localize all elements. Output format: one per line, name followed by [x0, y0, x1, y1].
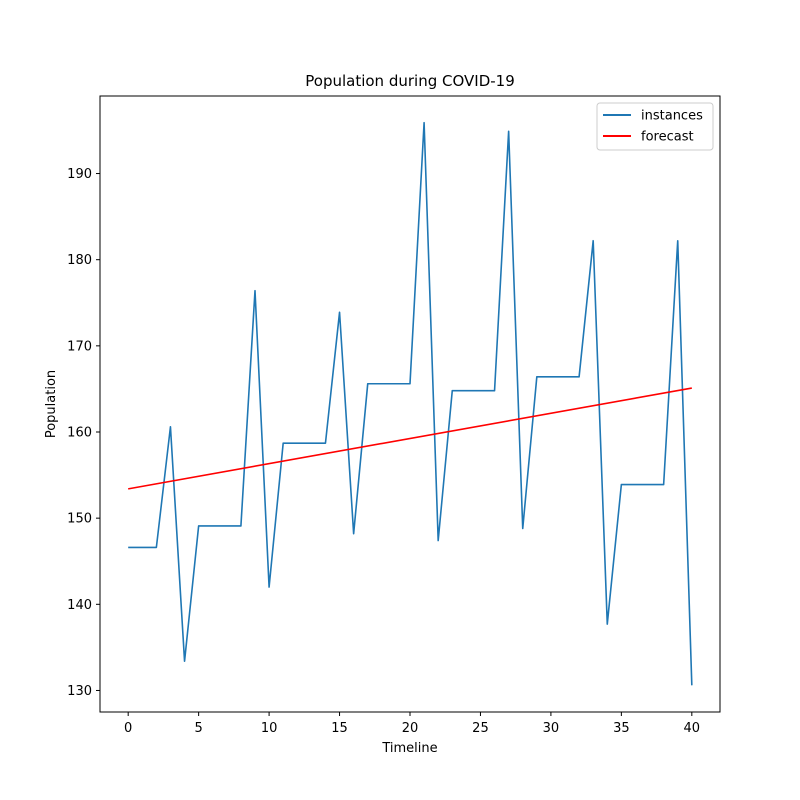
legend-label-forecast: forecast	[641, 130, 694, 145]
y-tick-label: 190	[67, 167, 92, 182]
x-tick-label: 10	[261, 721, 278, 736]
x-axis-label: Timeline	[381, 741, 437, 756]
x-tick-label: 0	[124, 721, 132, 736]
legend: instances forecast	[596, 102, 714, 151]
x-tick-label: 35	[613, 721, 630, 736]
y-tick-label: 150	[67, 512, 92, 527]
y-tick-label: 160	[67, 426, 92, 441]
series-line-forecast	[128, 387, 692, 490]
series-layer	[128, 121, 693, 686]
axes-layer: 0 5 10 15 20 25 30 35 40 130 140 150 160 170 180 190	[67, 95, 721, 736]
x-tick-label: 25	[472, 721, 489, 736]
x-tick-label: 20	[402, 721, 419, 736]
y-tick-label: 140	[67, 598, 92, 613]
legend-label-instances: instances	[641, 109, 703, 124]
x-tick-label: 30	[543, 721, 560, 736]
series-line-instances	[128, 121, 693, 686]
x-tick-label: 40	[684, 721, 701, 736]
chart-title: Population during COVID-19	[305, 72, 515, 90]
y-tick-label: 170	[67, 339, 92, 354]
x-tick-label: 5	[194, 721, 202, 736]
y-axis-label: Population	[44, 370, 59, 438]
y-tick-label: 130	[67, 684, 92, 699]
y-tick-label: 180	[67, 253, 92, 268]
x-tick-label: 15	[331, 721, 348, 736]
